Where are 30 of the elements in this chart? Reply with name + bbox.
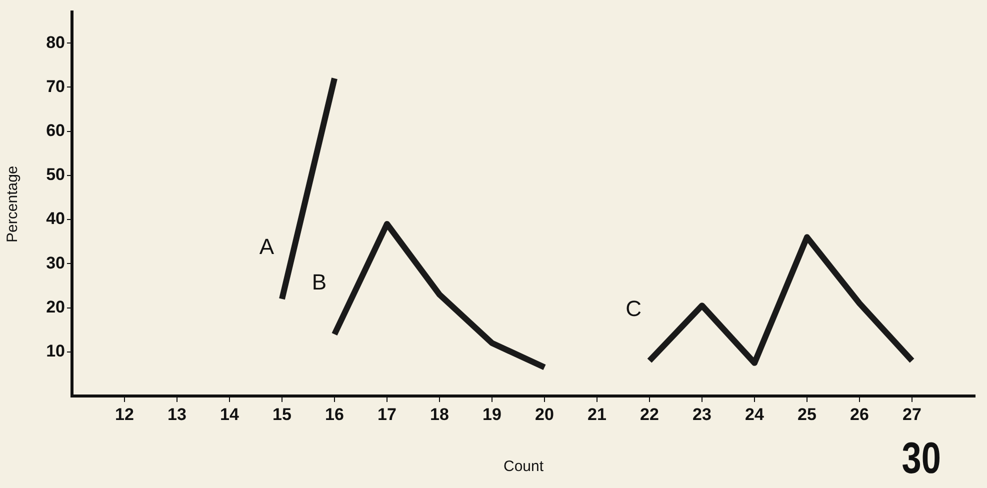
y-tick-label: 30 — [46, 253, 65, 272]
x-tick-label: 16 — [325, 404, 344, 424]
y-tick-label: 50 — [46, 165, 65, 184]
series-label: C — [626, 296, 642, 321]
series-label: A — [259, 234, 274, 260]
x-tick-label: 12 — [115, 404, 134, 424]
x-tick-label: 26 — [850, 404, 869, 424]
y-tick-label: 40 — [46, 209, 65, 228]
x-axis-title: Count — [503, 458, 544, 476]
x-tick-label: 23 — [692, 404, 712, 424]
text: 30 — [902, 434, 941, 484]
x-tick-label: 25 — [798, 404, 816, 424]
x-tick-label: 19 — [482, 404, 502, 424]
x-tick-label: 18 — [430, 404, 449, 424]
x-tick-label: 15 — [272, 404, 292, 424]
x-tick-label: 24 — [745, 404, 764, 424]
x-tick-label: 20 — [535, 404, 554, 424]
x-tick-label: 14 — [220, 404, 240, 424]
x-tick-label: 13 — [168, 404, 186, 424]
x-tick-label: 21 — [588, 404, 606, 424]
x-tick-label: 17 — [378, 404, 396, 424]
y-axis-title: Percentage — [4, 166, 22, 242]
x-tick-label: 27 — [902, 404, 922, 424]
y-tick-label: 20 — [46, 297, 65, 316]
y-tick-label: 70 — [46, 76, 65, 96]
x-tick-label: 22 — [640, 404, 659, 424]
y-tick-label: 10 — [46, 342, 65, 361]
y-tick-label: 60 — [46, 121, 65, 140]
y-tick-label: 80 — [46, 32, 65, 52]
series-label: B — [312, 269, 326, 294]
